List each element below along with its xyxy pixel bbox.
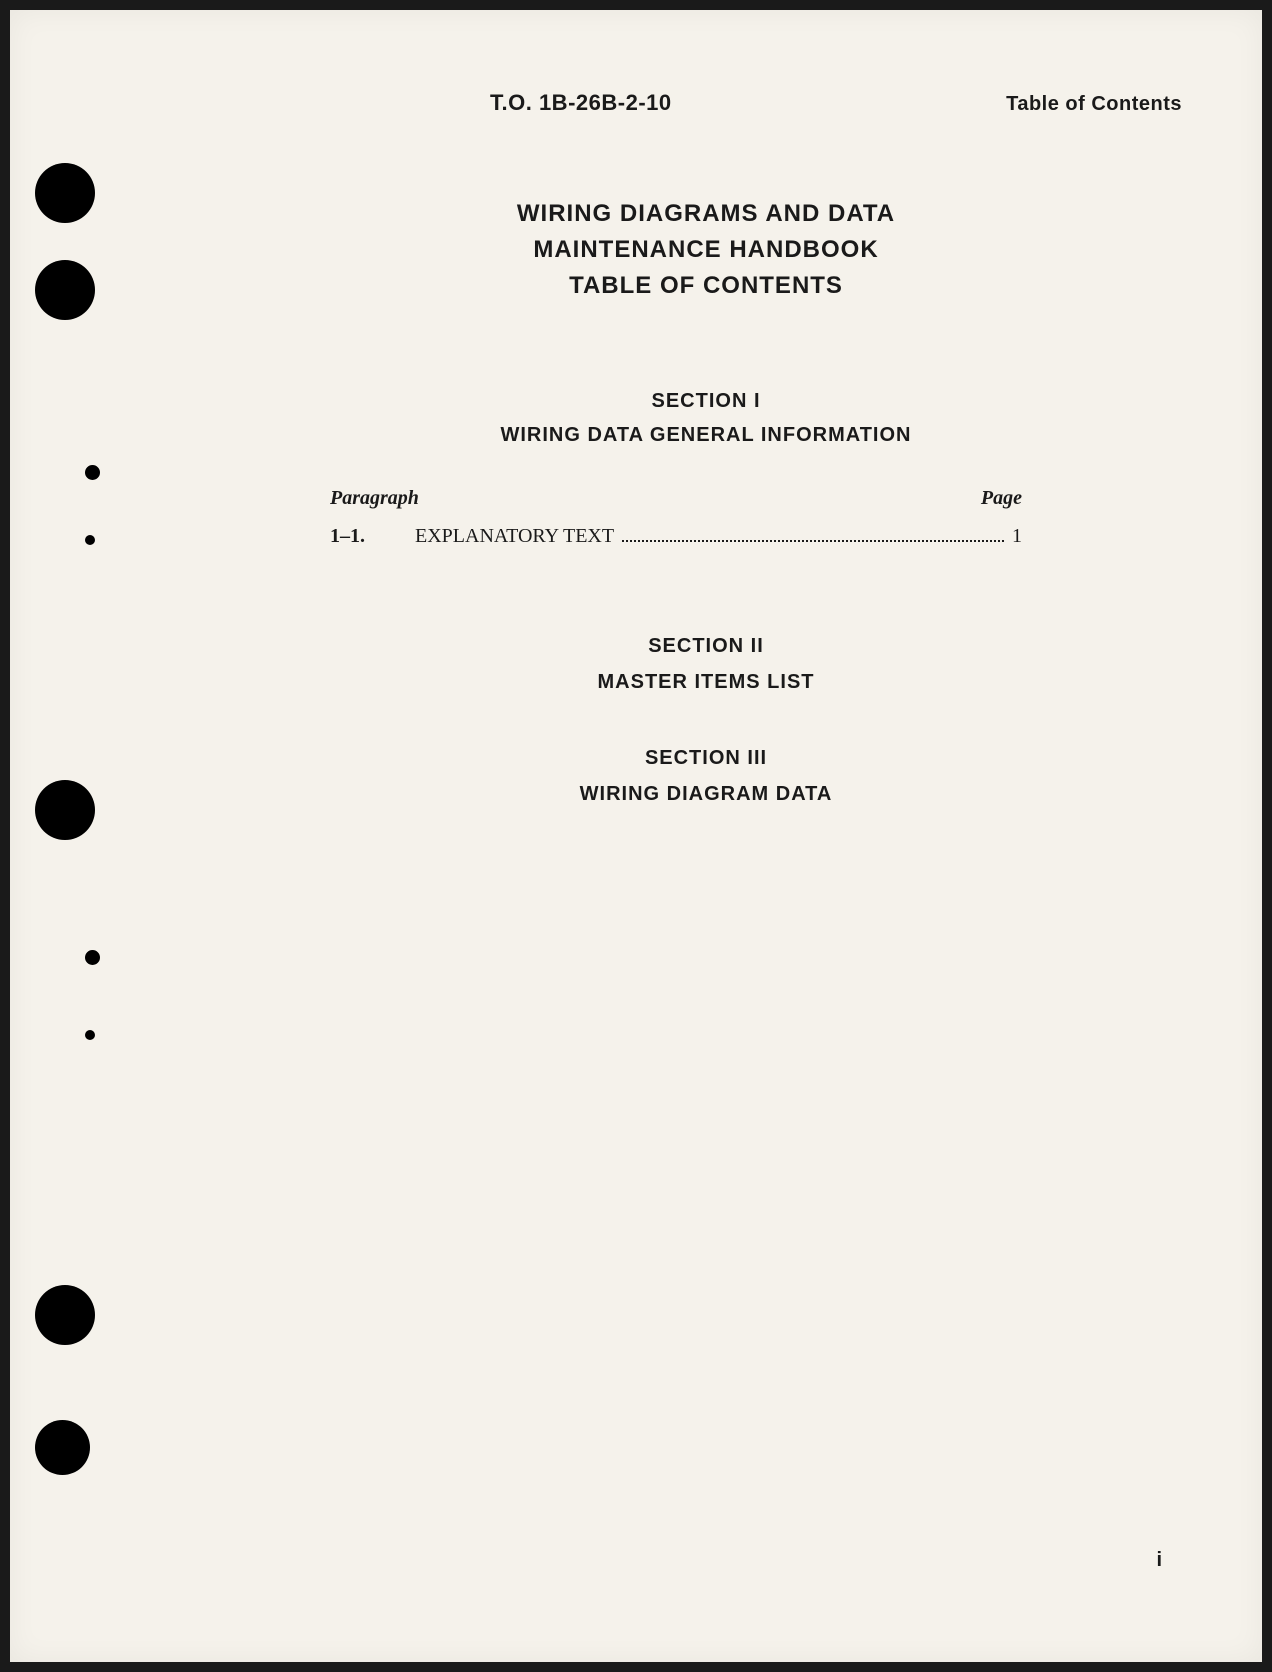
leader-dots [622, 540, 1004, 542]
section-2-heading: SECTION II [230, 628, 1182, 664]
punch-hole [85, 465, 100, 480]
section-2-subtitle: MASTER ITEMS LIST [230, 664, 1182, 700]
paragraph-column-label: Paragraph [330, 487, 419, 510]
title-line-3: TABLE OF CONTENTS [230, 268, 1182, 304]
toc-label: Table of Contents [1006, 93, 1182, 116]
punch-hole [35, 780, 95, 840]
toc-entry: 1–1. EXPLANATORY TEXT 1 [330, 525, 1022, 548]
punch-hole [85, 535, 95, 545]
document-page: T.O. 1B-26B-2-10 Table of Contents WIRIN… [10, 10, 1262, 1662]
page-header: T.O. 1B-26B-2-10 Table of Contents [110, 90, 1182, 116]
punch-hole [35, 163, 95, 223]
title-line-1: WIRING DIAGRAMS AND DATA [230, 196, 1182, 232]
toc-table: Paragraph Page 1–1. EXPLANATORY TEXT 1 [110, 487, 1182, 548]
punch-hole [85, 950, 100, 965]
entry-title: EXPLANATORY TEXT [415, 525, 614, 548]
main-title: WIRING DIAGRAMS AND DATA MAINTENANCE HAN… [110, 196, 1182, 304]
page-column-label: Page [981, 487, 1022, 510]
section-3-heading: SECTION III [230, 740, 1182, 776]
page-number: i [1156, 1549, 1162, 1572]
entry-page-number: 1 [1012, 525, 1022, 548]
section-3-subtitle: WIRING DIAGRAM DATA [230, 776, 1182, 812]
paragraph-number: 1–1. [330, 525, 365, 548]
section-1-heading: SECTION I [230, 384, 1182, 418]
toc-column-headers: Paragraph Page [330, 487, 1022, 510]
punch-hole [35, 260, 95, 320]
title-line-2: MAINTENANCE HANDBOOK [230, 232, 1182, 268]
punch-hole [35, 1420, 90, 1475]
section-3-header: SECTION III WIRING DIAGRAM DATA [110, 740, 1182, 812]
document-number: T.O. 1B-26B-2-10 [490, 90, 672, 116]
punch-hole [85, 1030, 95, 1040]
punch-hole [35, 1285, 95, 1345]
section-1-header: SECTION I WIRING DATA GENERAL INFORMATIO… [110, 384, 1182, 452]
section-1-subtitle: WIRING DATA GENERAL INFORMATION [230, 418, 1182, 452]
section-2-header: SECTION II MASTER ITEMS LIST [110, 628, 1182, 700]
